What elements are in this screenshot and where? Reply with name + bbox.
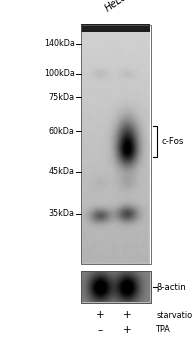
Text: +: + [123, 325, 131, 335]
Text: starvation: starvation [156, 310, 193, 320]
FancyBboxPatch shape [81, 271, 151, 303]
Text: 75kDa: 75kDa [49, 93, 75, 102]
Text: 35kDa: 35kDa [49, 209, 75, 218]
Text: +: + [96, 310, 104, 320]
Text: 45kDa: 45kDa [49, 167, 75, 176]
Text: c-Fos: c-Fos [161, 137, 184, 146]
Text: +: + [123, 310, 131, 320]
Text: 60kDa: 60kDa [49, 127, 75, 136]
Text: 140kDa: 140kDa [44, 39, 75, 48]
Text: 100kDa: 100kDa [44, 69, 75, 78]
Text: HeLa: HeLa [103, 0, 129, 14]
Text: β-actin: β-actin [156, 282, 186, 292]
Text: –: – [97, 325, 103, 335]
Text: TPA: TPA [156, 325, 171, 334]
